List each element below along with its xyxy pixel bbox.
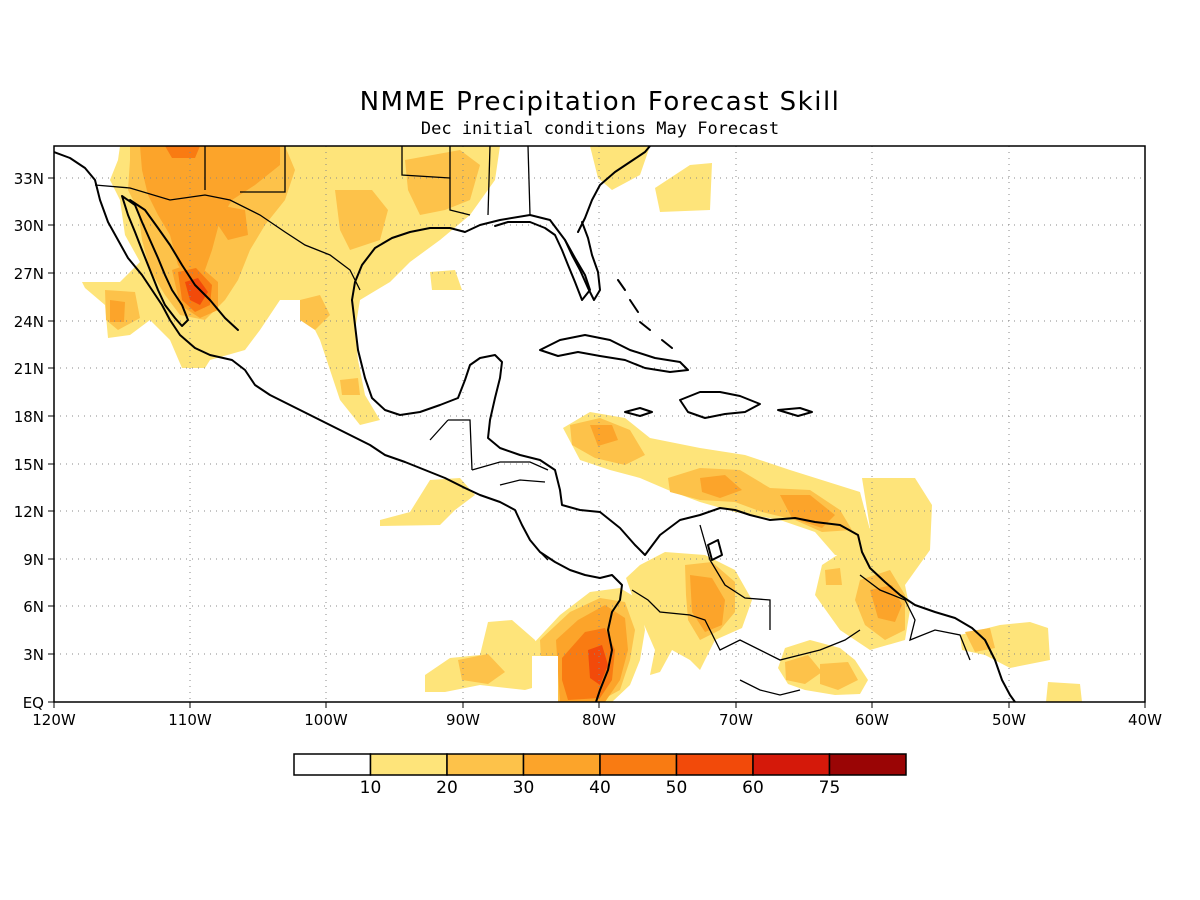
- lon-label: 70W: [719, 711, 753, 729]
- lat-label: 27N: [14, 265, 44, 283]
- lon-label: 100W: [304, 711, 348, 729]
- colorbar-tick-label: 30: [513, 778, 535, 798]
- colorbar-tick-label: 10: [360, 778, 382, 798]
- lat-label: 15N: [14, 456, 44, 474]
- colorbar-swatch: [293, 753, 372, 776]
- colorbar-tick-label: 75: [819, 778, 841, 798]
- lat-label: 30N: [14, 217, 44, 235]
- lat-label: 9N: [23, 551, 44, 569]
- lon-label: 40W: [1128, 711, 1162, 729]
- political-borders: [94, 146, 971, 696]
- lat-label: EQ: [23, 694, 44, 712]
- axis-ticks: [48, 177, 1146, 708]
- skill-shading-30-40: [110, 146, 902, 702]
- lat-label: 18N: [14, 408, 44, 426]
- colorbar-tick-label: 60: [742, 778, 764, 798]
- colorbar: 10 20 30 40 50 60 75: [293, 753, 907, 798]
- colorbar-swatch: [828, 753, 907, 776]
- lon-label: 60W: [855, 711, 889, 729]
- lat-label: 21N: [14, 360, 44, 378]
- colorbar-tick-label: 50: [666, 778, 688, 798]
- colorbar-tick-label: 40: [589, 778, 611, 798]
- colorbar-swatch: [752, 753, 831, 776]
- colorbar-swatch: [369, 753, 448, 776]
- lon-label: 120W: [32, 711, 76, 729]
- lon-label: 80W: [582, 711, 616, 729]
- colorbar-swatch: [599, 753, 678, 776]
- colorbar-swatch: [446, 753, 525, 776]
- map-subtitle: Dec initial conditions May Forecast: [421, 119, 779, 139]
- skill-shading-50-60: [185, 278, 608, 685]
- lat-label: 33N: [14, 170, 44, 188]
- map-title: NMME Precipitation Forecast Skill: [360, 87, 841, 117]
- lon-label: 90W: [446, 711, 480, 729]
- lat-label: 3N: [23, 646, 44, 664]
- lat-label: 6N: [23, 598, 44, 616]
- map-area: [54, 146, 1145, 702]
- colorbar-tick-label: 20: [436, 778, 458, 798]
- lon-label: 110W: [168, 711, 212, 729]
- coastlines: [54, 146, 1016, 702]
- latitude-labels: 33N 30N 27N 24N 21N 18N 15N 12N 9N 6N 3N…: [14, 170, 44, 712]
- missing-data-patch: [532, 656, 558, 702]
- colorbar-swatch: [675, 753, 754, 776]
- longitude-labels: 120W 110W 100W 90W 80W 70W 60W 50W 40W: [32, 711, 1162, 729]
- lat-label: 12N: [14, 503, 44, 521]
- lat-label: 24N: [14, 313, 44, 331]
- lon-label: 50W: [992, 711, 1026, 729]
- colorbar-swatch: [522, 753, 601, 776]
